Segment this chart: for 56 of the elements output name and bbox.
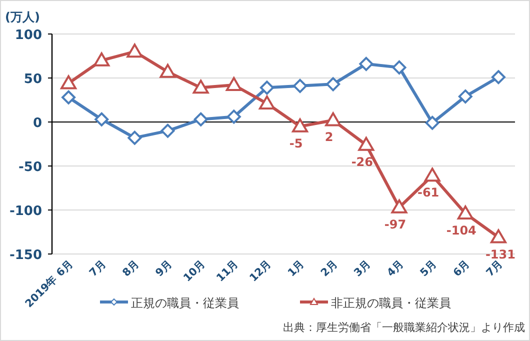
x-tick-label: 6月 xyxy=(451,258,473,280)
x-tick-label: 5月 xyxy=(418,258,440,280)
point xyxy=(194,112,208,126)
point xyxy=(160,124,175,138)
point xyxy=(325,112,342,126)
point xyxy=(260,80,274,95)
point xyxy=(458,89,472,104)
point xyxy=(128,130,142,145)
y-tick-label: 50 xyxy=(24,72,42,87)
y-tick-label: -100 xyxy=(9,204,42,219)
x-tick-label: 2月 xyxy=(318,258,340,280)
x-tick-label: 12月 xyxy=(247,258,274,284)
point xyxy=(326,77,340,92)
point xyxy=(392,60,406,74)
legend-label: 正規の職員・従業員 xyxy=(131,296,239,310)
x-tick-label: 7月 xyxy=(87,258,109,280)
point xyxy=(293,78,308,93)
data-label: -61 xyxy=(417,186,440,200)
x-tick-label: 8月 xyxy=(120,258,142,280)
y-tick-label: -50 xyxy=(18,160,42,175)
data-label: -26 xyxy=(351,154,374,169)
point xyxy=(192,80,209,94)
data-label: -97 xyxy=(384,217,406,232)
point xyxy=(424,168,440,182)
source-note: 出典：厚生労働省「一般職業紹介状況」より作成 xyxy=(283,321,525,334)
y-tick-label: 100 xyxy=(14,28,42,43)
y-tick-label: 0 xyxy=(32,116,42,131)
point xyxy=(258,96,275,110)
point xyxy=(94,112,109,126)
data-label: 2 xyxy=(324,130,334,144)
point xyxy=(490,229,506,244)
x-tick-label: 11月 xyxy=(214,258,242,284)
point xyxy=(226,110,241,124)
point xyxy=(491,70,506,84)
point xyxy=(292,118,308,132)
point xyxy=(226,77,242,92)
point xyxy=(457,206,474,220)
point xyxy=(359,56,374,71)
point xyxy=(60,75,77,90)
x-tick-label: 3月 xyxy=(352,258,374,280)
point xyxy=(391,199,408,214)
x-tick-label: 9月 xyxy=(153,258,175,280)
point xyxy=(94,52,110,66)
point xyxy=(126,44,143,58)
data-label: -5 xyxy=(289,136,303,150)
point xyxy=(160,64,176,78)
x-tick-label: 1月 xyxy=(286,258,308,280)
y-tick-label: -150 xyxy=(9,248,42,263)
data-label: -104 xyxy=(446,224,476,238)
point xyxy=(425,116,440,130)
point xyxy=(358,136,374,151)
legend-label: 非正規の職員・従業員 xyxy=(331,296,451,310)
point xyxy=(62,90,76,104)
y-axis-title: (万人) xyxy=(5,10,40,24)
x-tick-label: 10月 xyxy=(181,258,208,284)
x-tick-label: 4月 xyxy=(384,258,406,280)
